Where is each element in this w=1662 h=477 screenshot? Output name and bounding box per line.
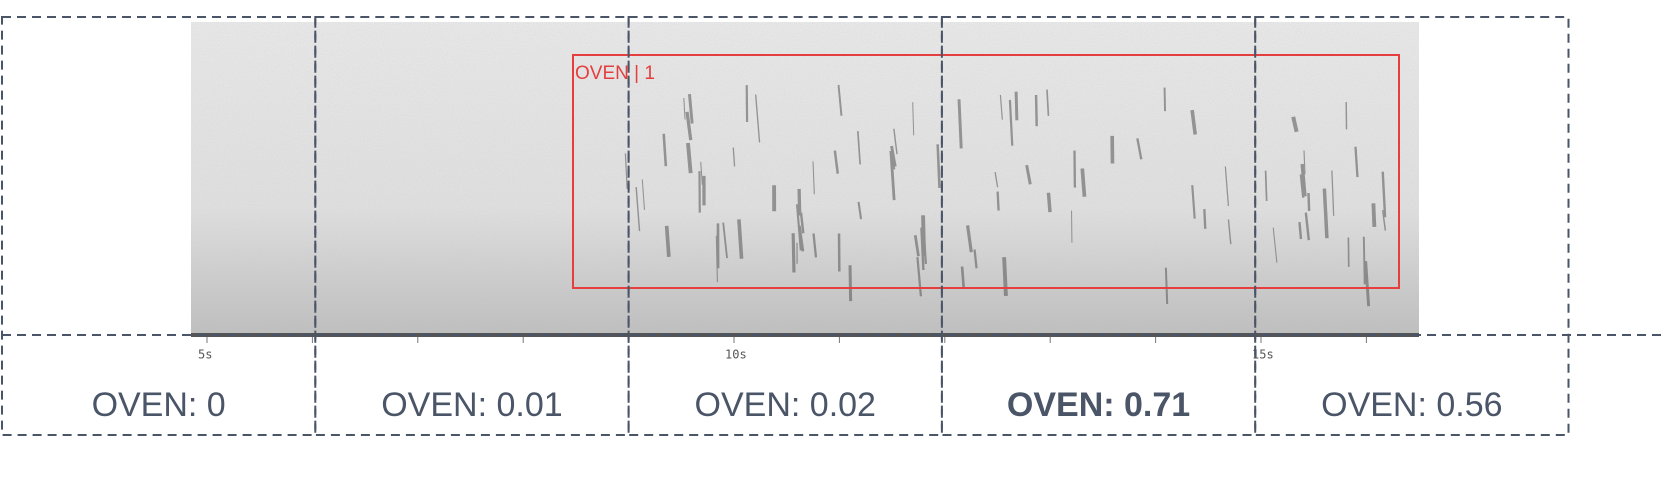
call-streak: [1331, 170, 1335, 216]
call-streak: [912, 102, 915, 136]
call-streak: [685, 111, 693, 141]
call-streak: [1080, 168, 1087, 197]
call-streak: [1272, 227, 1278, 263]
segment-score: OVEN: 0.02: [695, 386, 876, 424]
call-streak: [1299, 174, 1305, 198]
time-label: 10s: [725, 348, 747, 362]
call-streak: [1203, 208, 1207, 229]
call-streak: [1014, 91, 1019, 121]
call-streak: [923, 242, 927, 265]
call-streak: [1046, 192, 1052, 213]
call-streak: [635, 186, 641, 232]
call-streak: [1322, 188, 1329, 239]
call-streak: [837, 84, 843, 116]
call-streak: [857, 131, 861, 165]
call-streak: [700, 161, 703, 185]
spectrogram-noise: [191, 22, 1419, 335]
segment-box: [1, 16, 317, 436]
call-streak: [686, 142, 693, 174]
call-streak: [1264, 170, 1268, 202]
call-streak: [913, 235, 920, 257]
call-streak: [791, 233, 796, 273]
call-streak: [999, 94, 1003, 120]
call-streak: [936, 144, 941, 189]
segment-box: [940, 16, 1257, 436]
call-streak: [1190, 109, 1197, 135]
call-streak: [1227, 219, 1232, 245]
call-streak: [1381, 171, 1387, 218]
call-streak: [1371, 203, 1377, 228]
call-streak: [889, 150, 896, 201]
call-streak: [1362, 236, 1366, 285]
call-streak: [960, 266, 966, 289]
annotation-label: OVEN | 1: [575, 63, 655, 84]
annotation-box[interactable]: [572, 54, 1400, 289]
call-streak: [641, 179, 646, 210]
call-streak: [732, 147, 736, 167]
call-streak: [1307, 192, 1311, 212]
call-streak: [893, 128, 898, 155]
call-streak: [754, 94, 761, 143]
call-streak: [1298, 222, 1303, 240]
call-streak: [1046, 89, 1050, 116]
call-streak: [1164, 267, 1169, 305]
segment-score: OVEN: 0.56: [1321, 386, 1502, 424]
call-streak: [1008, 99, 1014, 146]
call-streak: [1364, 261, 1371, 307]
call-streak: [662, 133, 668, 167]
call-streak: [890, 145, 897, 167]
call-streak: [1303, 150, 1306, 175]
call-streak: [797, 188, 802, 216]
call-streak: [857, 201, 863, 220]
call-streak: [722, 222, 728, 259]
time-label: 15s: [1252, 348, 1274, 362]
call-streak: [1304, 212, 1310, 241]
call-streak: [1381, 210, 1387, 231]
call-streak: [966, 225, 973, 253]
call-streak: [833, 150, 840, 174]
call-streak: [664, 225, 671, 257]
call-streak: [1034, 94, 1038, 127]
segment-score: OVEN: 0: [92, 386, 226, 424]
call-streak: [916, 257, 923, 297]
segment-box: [627, 16, 943, 436]
segment-score: OVEN: 0.71: [1007, 386, 1190, 424]
call-streak: [1025, 164, 1032, 185]
call-streak: [994, 172, 999, 188]
bird-calls: [624, 84, 1387, 307]
call-streak: [1291, 116, 1299, 133]
call-streak: [812, 233, 818, 258]
call-streak: [920, 227, 925, 271]
segment-score: OVEN: 0.01: [381, 386, 562, 424]
segment-box: [314, 16, 630, 436]
segment-box: [1254, 16, 1570, 436]
call-streak: [799, 212, 805, 234]
call-streak: [1224, 166, 1230, 207]
call-streak: [683, 97, 686, 120]
call-streak: [812, 161, 815, 195]
call-streak: [1002, 257, 1008, 297]
call-streak: [624, 153, 628, 189]
call-streak: [1136, 138, 1143, 160]
call-streak: [687, 93, 694, 124]
call-streak: [1300, 163, 1307, 197]
time-label: 5s: [198, 348, 212, 362]
call-streak: [795, 204, 802, 251]
call-streak: [1354, 146, 1359, 178]
call-streak: [848, 265, 853, 302]
call-streak: [737, 219, 744, 259]
call-streak: [973, 249, 978, 269]
call-streak: [957, 99, 963, 149]
call-streak: [996, 191, 1000, 211]
call-streak: [1191, 185, 1196, 219]
